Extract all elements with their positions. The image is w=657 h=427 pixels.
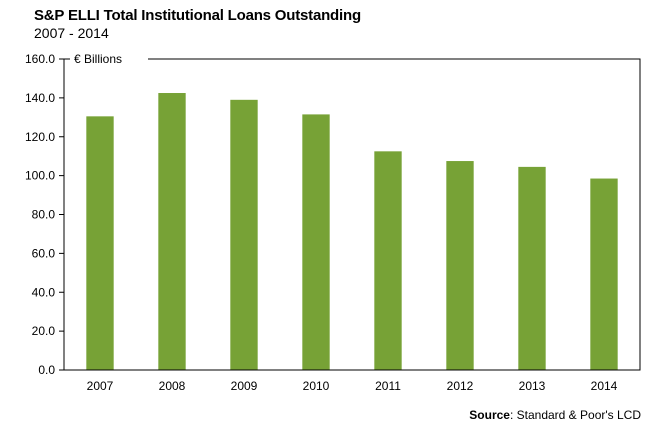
bar-2014: [590, 178, 618, 370]
y-tick-label: 0.0: [38, 363, 55, 377]
x-tick-label: 2009: [231, 379, 258, 393]
y-tick-label: 20.0: [32, 324, 56, 338]
unit-label: € Billions: [74, 52, 122, 66]
chart-title: S&P ELLI Total Institutional Loans Outst…: [34, 7, 361, 24]
source-label: Source: [469, 408, 510, 422]
bar-2012: [446, 161, 474, 370]
source-note: Source: Standard & Poor's LCD: [469, 408, 641, 422]
bar-2011: [374, 151, 402, 370]
x-tick-label: 2013: [519, 379, 546, 393]
bars: [86, 93, 618, 370]
y-axis: 0.0 20.0 40.0 60.0 80.0 100.0 120.0 140.0 160.0: [25, 52, 64, 377]
y-tick-label: 100.0: [25, 169, 55, 183]
x-tick-label: 2007: [87, 379, 114, 393]
y-tick-label: 60.0: [32, 246, 56, 260]
unit-label-backdrop: [70, 52, 148, 66]
x-tick-label: 2012: [447, 379, 474, 393]
bar-2007: [86, 116, 114, 370]
bar-2010: [302, 114, 330, 370]
x-axis: 2007 2008 2009 2010 2011 2012 2013 2014: [87, 379, 618, 393]
y-tick-label: 160.0: [25, 52, 55, 66]
x-tick-label: 2014: [591, 379, 618, 393]
bar-2009: [230, 99, 258, 370]
x-tick-label: 2011: [375, 379, 401, 393]
bar-2008: [158, 93, 186, 370]
bar-2013: [518, 166, 546, 370]
y-tick-label: 40.0: [32, 285, 56, 299]
x-tick-label: 2008: [159, 379, 186, 393]
chart-subtitle: 2007 - 2014: [34, 25, 109, 41]
plot-frame: [63, 58, 641, 371]
y-tick-label: 140.0: [25, 91, 55, 105]
y-tick-label: 120.0: [25, 130, 55, 144]
y-tick-label: 80.0: [32, 208, 56, 222]
x-tick-label: 2010: [303, 379, 330, 393]
source-text: : Standard & Poor's LCD: [509, 408, 641, 422]
